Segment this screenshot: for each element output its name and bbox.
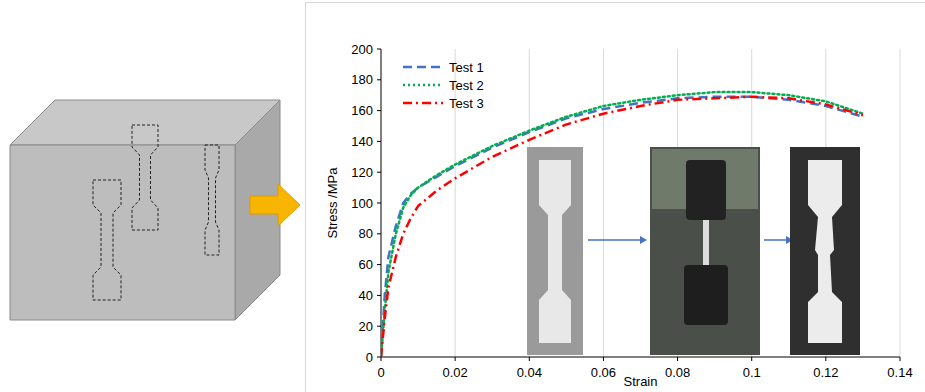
y-tick [377,110,381,111]
axes: 0 0.02 0.04 0.06 0.08 0.1 0.12 0.14 0 20 40 60 80 100… [351,42,912,381]
grip-top [686,160,726,220]
grid-line [900,49,901,357]
x-tick [381,357,382,361]
grid-line [603,49,604,357]
x-tick-label: 0.06 [591,365,616,380]
series-line [381,92,863,357]
series-line [381,97,863,357]
y-tick [377,295,381,296]
specimen-outline [132,125,158,230]
specimen-outline [205,145,219,255]
y-axis-title: Stress /MPa [325,167,340,239]
y-tick [377,326,381,327]
x-tick-label: 0.08 [665,365,690,380]
y-tick [377,172,381,173]
y-tick-label: 180 [351,72,373,87]
legend-label: Test 3 [449,96,484,111]
specimen-outline [93,180,121,300]
y-tick-label: 120 [351,165,373,180]
cube-front [10,145,235,320]
y-tick-label: 0 [366,350,373,365]
x-tick-label: 0.1 [743,365,761,380]
x-tick [751,357,752,361]
legend-label: Test 2 [449,78,484,93]
figure: 0 0.02 0.04 0.06 0.08 0.1 0.12 0.14 0 20 40 60 80 100… [0,0,925,392]
y-axis [381,49,382,357]
x-tick [677,357,678,361]
x-axis-title: Strain [624,374,658,389]
x-tick [900,357,901,361]
y-tick-label: 200 [351,42,373,57]
x-tick-label: 0.12 [813,365,838,380]
specimen-cube [10,100,300,320]
photo-broken-specimen [808,160,842,343]
photo-2 [650,147,760,355]
y-tick-label: 60 [359,257,373,272]
y-tick-label: 100 [351,196,373,211]
x-tick [455,357,456,361]
legend-key [403,66,443,69]
grip-specimen [703,220,709,265]
y-tick [377,49,381,50]
photo-3 [790,147,860,355]
x-tick [529,357,530,361]
x-axis [381,357,900,358]
y-tick [377,233,381,234]
x-tick [603,357,604,361]
photo-arrow-head [640,236,647,244]
photo-insets [527,147,860,355]
y-tick [377,357,381,358]
y-tick [377,203,381,204]
y-tick-label: 140 [351,134,373,149]
y-tick-label: 80 [359,226,373,241]
chart-frame [306,3,925,392]
grip-bottom [684,265,728,325]
legend: Test 1 Test 2 Test 3 [403,60,484,111]
photo-specimen [539,160,571,343]
y-tick [377,79,381,80]
y-tick-label: 20 [359,319,373,334]
photo-1 [527,147,583,355]
series-line [381,97,863,357]
x-tick-label: 0.14 [887,365,912,380]
x-tick-label: 0.04 [517,365,542,380]
legend-key [403,102,443,105]
y-tick-label: 160 [351,103,373,118]
y-tick-label: 40 [359,288,373,303]
cube-top [10,100,280,145]
x-tick-label: 0.02 [442,365,467,380]
x-tick [825,357,826,361]
x-tick-label: 0 [377,365,384,380]
y-tick [377,141,381,142]
legend-label: Test 1 [449,60,484,75]
y-tick [377,264,381,265]
series-group [381,92,863,357]
photo-arrow [588,239,640,241]
arrow [250,184,300,226]
legend-key [403,84,443,87]
photo-arrow [764,239,786,241]
